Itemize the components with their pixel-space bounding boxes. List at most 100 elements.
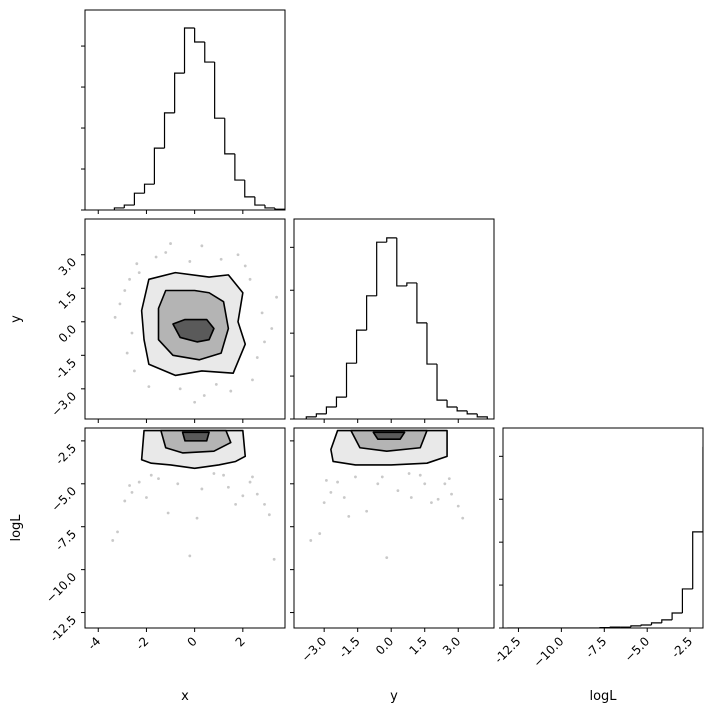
hist-bin bbox=[661, 619, 673, 623]
sample-point bbox=[255, 492, 259, 496]
sample-point bbox=[251, 475, 254, 479]
panel-content bbox=[305, 237, 488, 419]
panel-content bbox=[111, 429, 276, 561]
hist-bin bbox=[123, 204, 135, 208]
x-tick-label: −3.0 bbox=[299, 634, 330, 665]
sample-point bbox=[123, 499, 127, 503]
hist-bin bbox=[274, 207, 285, 210]
sample-point bbox=[125, 351, 129, 355]
sample-point bbox=[322, 501, 326, 505]
hist-bin bbox=[254, 196, 265, 206]
sample-point bbox=[447, 477, 451, 481]
sample-point bbox=[188, 260, 192, 263]
sample-point bbox=[229, 389, 233, 393]
x-tick-label: 0.0 bbox=[373, 634, 396, 657]
hist-bin bbox=[650, 622, 662, 625]
x-tick-label: −5.0 bbox=[622, 634, 653, 665]
hist-bin bbox=[630, 625, 642, 628]
sample-point bbox=[135, 262, 139, 266]
sample-point bbox=[461, 516, 465, 520]
sample-point bbox=[243, 264, 247, 268]
hist-bin bbox=[305, 416, 317, 419]
hist-bin bbox=[153, 147, 165, 185]
sample-point bbox=[137, 271, 141, 275]
sample-point bbox=[423, 482, 427, 486]
sample-point bbox=[149, 473, 153, 477]
sample-point bbox=[164, 251, 168, 254]
x-tick-label: -7.5 bbox=[583, 634, 609, 660]
panel-content bbox=[113, 242, 278, 404]
sample-point bbox=[123, 289, 127, 292]
sample-point bbox=[376, 482, 380, 486]
panel-content bbox=[113, 27, 285, 210]
y-axis-label: y bbox=[9, 315, 24, 323]
panel-content bbox=[309, 429, 465, 560]
sample-point bbox=[241, 494, 245, 498]
x-tick-label: -2 bbox=[133, 634, 151, 652]
panel-frame bbox=[502, 427, 704, 629]
x-tick-label: 1.5 bbox=[406, 634, 429, 657]
hist-bin bbox=[456, 406, 468, 412]
panel-frame bbox=[293, 218, 495, 420]
sample-point bbox=[251, 378, 254, 382]
sample-point bbox=[118, 302, 122, 306]
hist-bin bbox=[325, 406, 337, 414]
sample-point bbox=[329, 490, 333, 494]
sample-point bbox=[212, 472, 216, 475]
sample-point bbox=[263, 502, 266, 506]
sample-point bbox=[222, 473, 225, 477]
sample-point bbox=[380, 475, 384, 479]
sample-point bbox=[443, 482, 447, 486]
x-tick-label: 2 bbox=[233, 634, 248, 649]
hist-bin bbox=[315, 413, 327, 417]
y-tick-label: -1.5 bbox=[53, 356, 79, 382]
y-tick-label: -12.5 bbox=[47, 613, 79, 645]
contour bbox=[372, 431, 406, 440]
y-tick-label: −5.0 bbox=[49, 484, 80, 515]
sample-point bbox=[234, 502, 238, 506]
sample-point bbox=[385, 556, 389, 560]
contour bbox=[181, 431, 210, 442]
sample-point bbox=[309, 539, 313, 542]
sample-point bbox=[214, 382, 218, 386]
y-tick-label: −3.0 bbox=[49, 389, 80, 420]
sample-point bbox=[336, 480, 339, 484]
hist-bin bbox=[396, 237, 407, 287]
x-tick-label: -4 bbox=[85, 634, 103, 652]
hist-bin bbox=[113, 207, 125, 210]
sample-point bbox=[193, 400, 197, 404]
x-tick-label: 0 bbox=[184, 634, 199, 649]
sample-point bbox=[456, 504, 460, 508]
sample-point bbox=[347, 515, 351, 518]
sample-point bbox=[267, 513, 271, 517]
y-tick-label: 1.5 bbox=[56, 288, 79, 311]
hist-bin bbox=[466, 410, 478, 415]
sample-point bbox=[178, 387, 182, 391]
hist-bin bbox=[214, 62, 225, 119]
sample-point bbox=[157, 477, 160, 481]
hist-bin bbox=[194, 28, 205, 43]
hist-bin bbox=[446, 400, 458, 408]
sample-point bbox=[128, 277, 131, 281]
hist-bin bbox=[640, 624, 652, 626]
sample-point bbox=[137, 480, 141, 484]
sample-point bbox=[342, 496, 346, 499]
sample-point bbox=[132, 369, 136, 373]
y-axis-label: logL bbox=[9, 514, 24, 542]
sample-point bbox=[202, 394, 206, 397]
sample-point bbox=[450, 492, 453, 496]
x-tick-label: -1.5 bbox=[336, 634, 362, 660]
hist-bin bbox=[264, 205, 275, 209]
hist-bin bbox=[234, 153, 245, 181]
sample-point bbox=[248, 277, 252, 281]
sample-point bbox=[130, 331, 134, 335]
x-axis-label: logL bbox=[589, 689, 617, 704]
hist-bin bbox=[355, 329, 367, 364]
sample-point bbox=[407, 472, 411, 475]
sample-point bbox=[128, 484, 131, 487]
x-tick-label: -12.5 bbox=[492, 634, 524, 666]
sample-point bbox=[325, 478, 328, 482]
sample-point bbox=[169, 242, 172, 245]
sample-point bbox=[145, 496, 148, 499]
hist-bin bbox=[476, 413, 488, 419]
